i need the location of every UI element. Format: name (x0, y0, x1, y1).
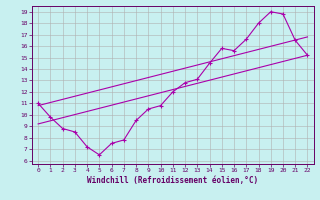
X-axis label: Windchill (Refroidissement éolien,°C): Windchill (Refroidissement éolien,°C) (87, 176, 258, 185)
